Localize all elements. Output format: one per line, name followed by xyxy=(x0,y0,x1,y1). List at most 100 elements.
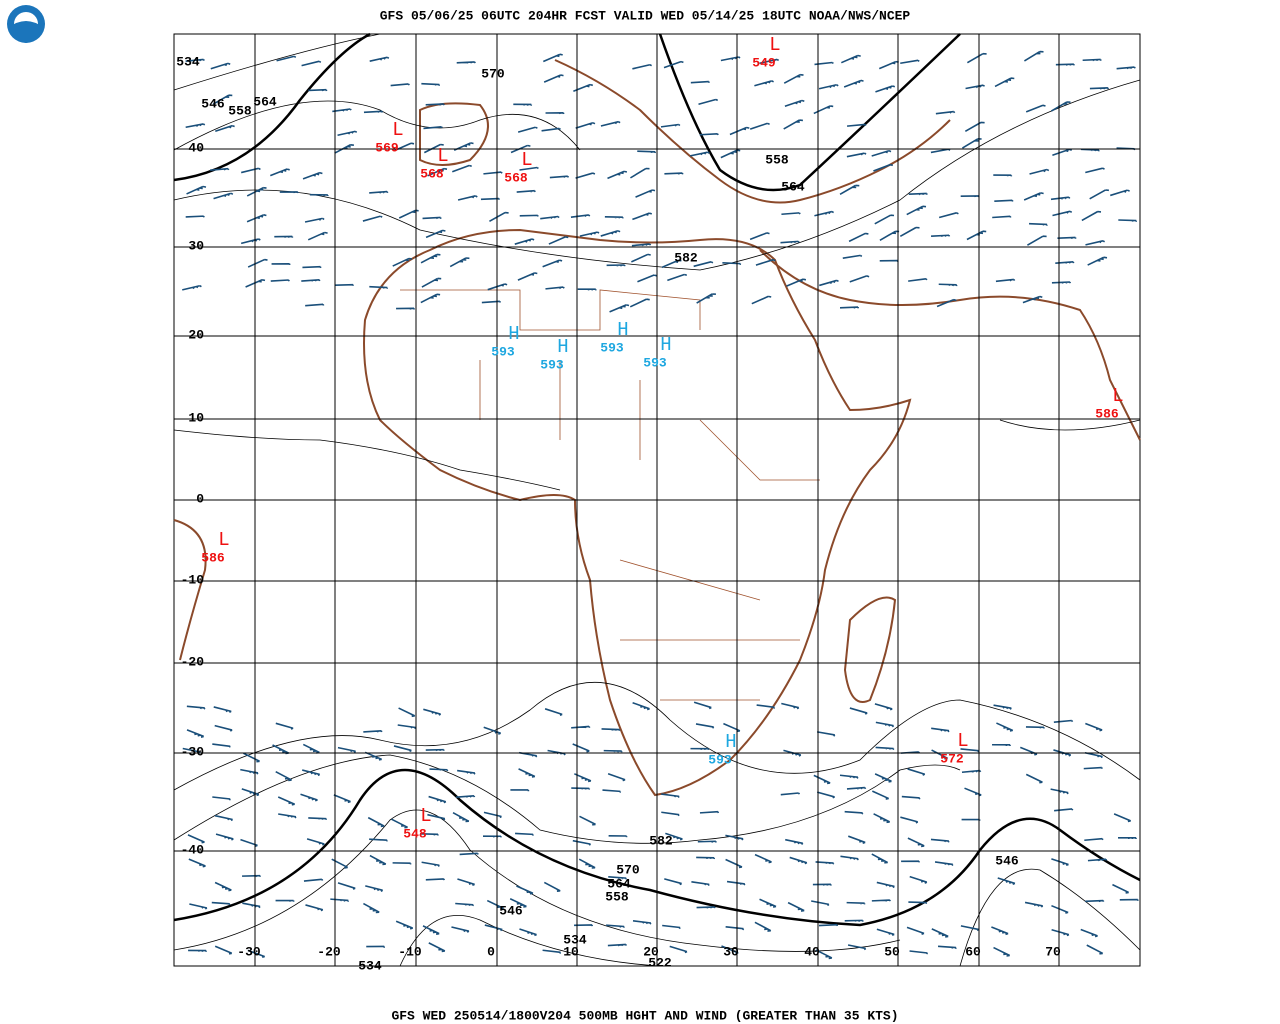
wind-barb xyxy=(931,749,948,760)
center-symbol: L xyxy=(1112,385,1123,407)
wind-barb xyxy=(483,835,502,838)
wind-barb xyxy=(392,862,412,865)
wind-barb xyxy=(483,811,502,819)
wind-barb xyxy=(518,768,536,778)
center-symbol: L xyxy=(437,145,448,167)
wind-barb xyxy=(908,901,928,904)
wind-barb xyxy=(367,816,385,828)
wind-barb xyxy=(309,193,329,197)
wind-barb xyxy=(603,749,623,753)
wind-barb xyxy=(241,167,261,174)
lon-label: -30 xyxy=(237,944,261,959)
center-symbol: L xyxy=(521,149,532,171)
center-symbol: H xyxy=(557,336,568,358)
wind-barb xyxy=(901,795,921,800)
wind-barb xyxy=(879,259,899,262)
wind-barb xyxy=(397,724,417,730)
wind-barb xyxy=(600,120,621,127)
wind-barb xyxy=(304,217,325,223)
wind-barb xyxy=(876,928,895,937)
wind-barb xyxy=(699,133,719,136)
wind-barb xyxy=(844,810,864,815)
wind-barb xyxy=(1110,189,1130,197)
wind-barb xyxy=(544,708,563,716)
wind-barb xyxy=(1024,901,1044,908)
wind-barb xyxy=(517,272,538,281)
wind-barb xyxy=(813,774,831,785)
wind-barb xyxy=(698,98,719,106)
wind-barb xyxy=(305,303,325,307)
wind-barb xyxy=(725,925,745,931)
wind-barb xyxy=(846,123,867,127)
wind-barb xyxy=(423,708,442,716)
wind-barb xyxy=(909,950,929,955)
wind-barb xyxy=(789,856,808,865)
wind-barb xyxy=(608,876,627,880)
wind-barb xyxy=(720,149,741,159)
contour-label: 564 xyxy=(253,94,277,109)
wind-barb xyxy=(1023,50,1044,62)
contour-label: 564 xyxy=(607,876,631,891)
wind-barb xyxy=(188,858,206,868)
wind-barb xyxy=(781,702,800,710)
wind-barb xyxy=(1085,722,1103,732)
wind-barb xyxy=(1053,749,1072,757)
wind-barb xyxy=(693,701,712,710)
wind-barb xyxy=(785,838,804,846)
wind-barb xyxy=(871,899,891,902)
wind-barb xyxy=(1080,148,1100,152)
wind-barb xyxy=(786,278,807,287)
wind-barb xyxy=(873,163,894,172)
wind-barb xyxy=(875,746,895,750)
wind-barb xyxy=(751,295,772,305)
wind-barb xyxy=(637,274,658,283)
wind-barb xyxy=(421,861,440,867)
wind-barb xyxy=(725,834,744,841)
wind-barb xyxy=(1082,58,1102,62)
wind-barb xyxy=(451,926,470,933)
wind-barb xyxy=(549,175,570,179)
wind-barb xyxy=(960,748,980,753)
center-value: 593 xyxy=(643,355,667,370)
wind-barb xyxy=(425,229,446,239)
wind-barb xyxy=(396,307,415,310)
wind-barb xyxy=(900,816,919,824)
contour-label: 546 xyxy=(201,96,225,111)
wind-barb xyxy=(422,216,442,220)
wind-barb xyxy=(936,298,957,308)
wind-barb xyxy=(456,795,476,799)
lat-label: 10 xyxy=(188,410,204,425)
wind-barb xyxy=(572,743,590,753)
wind-barb xyxy=(1051,904,1069,914)
wind-barb xyxy=(964,121,985,132)
lon-label: 60 xyxy=(965,944,981,959)
wind-barb xyxy=(578,858,596,869)
wind-barb xyxy=(570,214,591,218)
wind-barb xyxy=(540,215,560,220)
wind-barb xyxy=(369,190,389,194)
wind-barb xyxy=(632,920,652,925)
wind-barb xyxy=(637,150,656,154)
wind-barb xyxy=(362,215,383,222)
wind-barb xyxy=(1053,719,1074,723)
wind-barb xyxy=(212,94,233,105)
wind-barb xyxy=(907,837,925,848)
wind-barb xyxy=(635,189,656,198)
wind-barb xyxy=(337,130,358,137)
wind-barb xyxy=(246,214,267,223)
wind-barb xyxy=(571,787,591,790)
caption: GFS WED 250514/1800V204 500MB HGHT AND W… xyxy=(391,1008,898,1023)
wind-barb xyxy=(306,838,325,846)
wind-barb xyxy=(519,928,537,937)
wind-barb xyxy=(729,126,750,136)
wind-barb xyxy=(843,79,864,88)
wind-barb xyxy=(308,817,327,820)
wind-barb xyxy=(1085,899,1105,903)
wind-barb xyxy=(816,791,835,799)
wind-barb xyxy=(667,273,688,282)
contour-label: 582 xyxy=(649,833,673,848)
wind-barb xyxy=(541,127,561,132)
contour-label: 570 xyxy=(616,862,640,877)
wind-barb xyxy=(938,283,958,287)
wind-barb xyxy=(876,881,895,889)
